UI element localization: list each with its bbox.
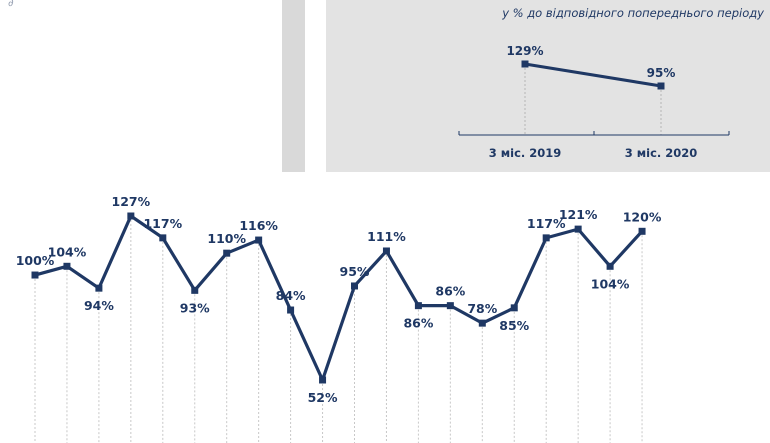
data-label: 120% [623,209,662,224]
inset-data-label: 129% [506,44,543,58]
data-point-marker [95,284,103,292]
inset-chart-panel: у % до відповідного попереднього періоду… [326,0,770,172]
data-label: 100% [16,253,55,268]
inset-line-chart: 129% 3 міс. 2019 95% 3 міс. 2020 [458,44,730,160]
inset-category-label: 3 міс. 2020 [625,146,698,160]
inset-chart-subtitle: у % до відповідного попереднього періоду [502,6,764,20]
data-label: 127% [112,194,151,209]
data-label: 85% [499,318,529,333]
data-label: 111% [367,229,406,244]
data-point-marker [446,302,454,310]
data-label: 86% [403,316,433,331]
data-point-marker [63,262,71,270]
corner-fragment-glyph: ∂ [8,0,14,9]
data-label: 84% [276,288,306,303]
data-point-marker [382,247,390,255]
data-point-marker [255,236,263,244]
data-label: 52% [308,390,338,405]
data-point-marker [191,286,199,294]
gray-divider-strip [282,0,305,172]
data-point-marker [351,282,358,290]
data-label: 78% [467,301,497,316]
data-point-marker [159,234,167,242]
data-point-marker [223,249,231,257]
data-point-marker [638,227,646,235]
data-label: 95% [340,264,370,279]
data-point-marker [287,306,295,314]
data-label: 93% [180,300,210,315]
data-label: 117% [143,216,182,231]
inset-series-line [524,62,662,88]
inset-category-label: 3 міс. 2019 [489,146,562,160]
data-label: 104% [591,276,630,291]
data-label: 117% [527,216,566,231]
data-point-marker [574,225,582,233]
inset-data-point [521,60,529,68]
data-label: 94% [84,298,114,313]
data-point-marker [319,376,327,384]
series-line [34,214,644,382]
data-point-marker [510,304,518,312]
inset-data-label: 95% [647,66,676,80]
data-point-marker [31,271,39,279]
data-point-marker [478,319,486,327]
data-label: 116% [239,218,278,233]
data-label: 110% [207,231,246,246]
data-point-marker [127,212,135,220]
data-point-marker [414,302,422,310]
data-point-marker [606,262,614,270]
data-point-marker [542,234,550,242]
data-label: 104% [48,244,87,259]
data-label: 121% [559,207,598,222]
inset-data-point [657,82,665,90]
data-label: 86% [435,284,465,299]
